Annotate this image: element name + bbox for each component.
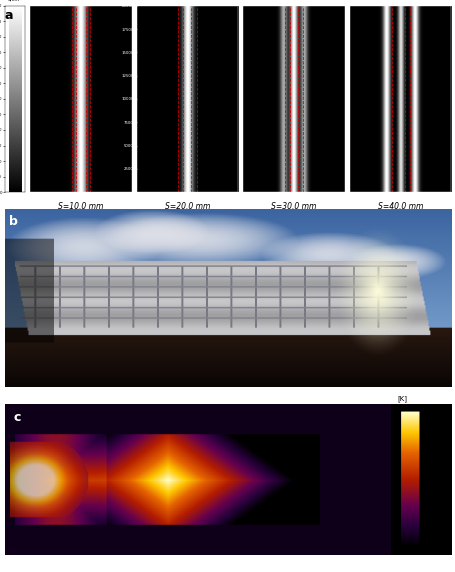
Text: 298.2: 298.2 [425, 543, 445, 549]
Text: 337.5: 337.5 [425, 410, 445, 416]
Text: c: c [14, 411, 21, 424]
X-axis label: S=10.0 mm: S=10.0 mm [58, 202, 103, 210]
Text: S/cm²: S/cm² [8, 0, 22, 2]
Text: b: b [9, 214, 18, 228]
X-axis label: S=20.0 mm: S=20.0 mm [164, 202, 210, 210]
Text: a: a [5, 9, 13, 22]
Text: [K]: [K] [396, 396, 406, 403]
X-axis label: S=30.0 mm: S=30.0 mm [271, 202, 316, 210]
X-axis label: S=40.0 mm: S=40.0 mm [377, 202, 422, 210]
